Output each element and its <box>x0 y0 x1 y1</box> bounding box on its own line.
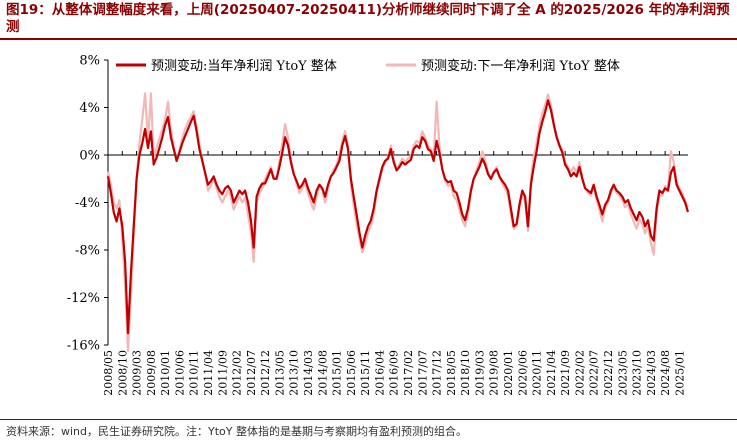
x-tick-label: 2008/05 <box>102 350 115 396</box>
y-tick-label: -16% <box>67 339 100 354</box>
x-tick-label: 2024/08 <box>659 350 672 396</box>
x-tick-label: 2015/11 <box>359 350 372 396</box>
x-tick-label: 2014/08 <box>316 350 329 396</box>
x-tick-label: 2012/07 <box>245 350 258 396</box>
x-tick-label: 2022/07 <box>588 350 601 396</box>
x-tick-label: 2025/01 <box>673 350 686 396</box>
x-tick-label: 2008/10 <box>116 350 129 396</box>
x-tick-label: 2018/10 <box>459 350 472 396</box>
x-tick-label: 2023/05 <box>616 350 629 396</box>
chart-series <box>106 92 690 352</box>
x-tick-label: 2014/03 <box>302 350 315 396</box>
legend-label-series-1: 预测变动:当年净利润 YtoY 整体 <box>151 58 337 74</box>
footer-divider <box>0 419 737 420</box>
series-line-2 <box>106 92 690 352</box>
line-chart: 预测变动:当年净利润 YtoY 整体 预测变动:下一年净利润 YtoY 整体 8… <box>67 54 690 396</box>
x-tick-label: 2020/06 <box>516 350 529 396</box>
x-tick-label: 2019/08 <box>488 350 501 396</box>
x-tick-label: 2010/06 <box>173 350 186 396</box>
y-tick-label: -12% <box>67 291 100 306</box>
x-tick-label: 2023/10 <box>631 350 644 396</box>
y-tick-label: -4% <box>75 196 100 211</box>
x-tick-label: 2017/07 <box>416 350 429 396</box>
x-tick-label: 2021/09 <box>559 350 572 396</box>
y-tick-label: 4% <box>79 101 100 116</box>
x-tick-label: 2022/12 <box>602 350 615 396</box>
x-tick-label: 2013/05 <box>273 350 286 396</box>
x-tick-label: 2011/09 <box>216 350 229 396</box>
x-tick-label: 2012/12 <box>259 350 272 396</box>
x-tick-label: 2016/09 <box>388 350 401 396</box>
x-tick-label: 2020/11 <box>531 350 544 396</box>
chart-axes: 8%4%0%-4%-8%-12%-16%2008/05 2008/10 2009/0… <box>67 54 688 396</box>
y-tick-label: 0% <box>79 149 100 164</box>
x-tick-label: 2017/02 <box>402 350 415 396</box>
x-tick-label: 2010/11 <box>188 350 201 396</box>
source-note: 资料来源：wind，民生证券研究院。注：YtoY 整体指的是基期与考察期均有盈利… <box>6 425 467 438</box>
x-tick-label: 2015/01 <box>331 350 344 396</box>
x-tick-label: 2013/10 <box>288 350 301 396</box>
title-divider <box>0 38 737 40</box>
x-tick-label: 2020/01 <box>502 350 515 396</box>
x-tick-label: 2017/12 <box>431 350 444 396</box>
y-tick-label: 8% <box>79 54 100 69</box>
x-tick-label: 2024/03 <box>645 350 658 396</box>
x-tick-label: 2010/01 <box>159 350 172 396</box>
series-line-1 <box>106 99 690 335</box>
chart-legend: 预测变动:当年净利润 YtoY 整体 预测变动:下一年净利润 YtoY 整体 <box>116 58 620 74</box>
legend-label-series-2: 预测变动:下一年净利润 YtoY 整体 <box>421 58 620 74</box>
x-tick-label: 2019/03 <box>473 350 486 396</box>
x-tick-label: 2009/08 <box>145 350 158 396</box>
x-tick-label: 2015/06 <box>345 350 358 396</box>
x-tick-label: 2018/05 <box>445 350 458 396</box>
y-tick-label: -8% <box>75 244 100 259</box>
chart-title: 图19：从整体调整幅度来看，上周(20250407-20250411)分析师继续… <box>6 2 730 35</box>
x-tick-label: 2016/04 <box>373 350 386 396</box>
x-tick-label: 2021/04 <box>545 350 558 396</box>
x-tick-label: 2012/02 <box>231 350 244 396</box>
x-tick-label: 2022/02 <box>573 350 586 396</box>
x-tick-label: 2011/04 <box>202 350 215 396</box>
x-tick-label: 2009/03 <box>131 350 144 396</box>
